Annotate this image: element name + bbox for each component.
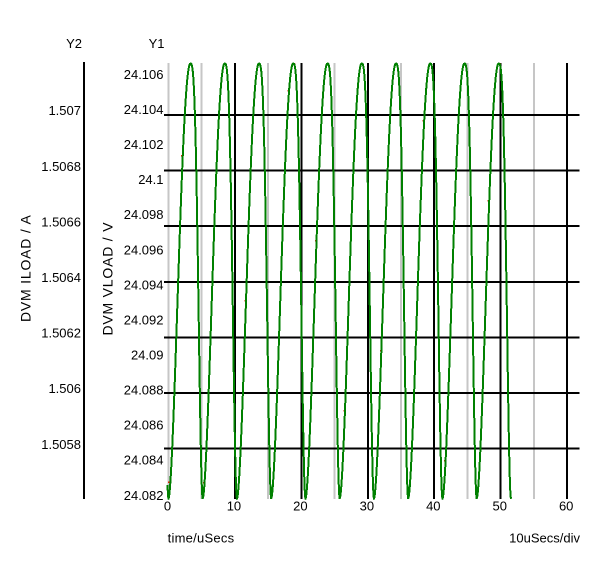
- svg-text:1.5068: 1.5068: [41, 159, 81, 174]
- svg-text:1.5064: 1.5064: [41, 270, 81, 285]
- svg-text:24.088: 24.088: [124, 383, 164, 398]
- svg-text:24.106: 24.106: [124, 67, 164, 82]
- svg-text:24.092: 24.092: [124, 312, 164, 327]
- svg-text:10: 10: [227, 499, 241, 514]
- svg-text:1.506: 1.506: [48, 381, 81, 396]
- svg-text:1.5066: 1.5066: [41, 214, 81, 229]
- svg-text:24.102: 24.102: [124, 137, 164, 152]
- svg-text:24.098: 24.098: [124, 207, 164, 222]
- svg-text:time/uSecs: time/uSecs: [168, 531, 235, 546]
- svg-text:24.094: 24.094: [124, 277, 164, 292]
- svg-text:24.084: 24.084: [124, 453, 164, 468]
- svg-text:60: 60: [559, 499, 573, 514]
- svg-text:50: 50: [493, 499, 507, 514]
- svg-text:10uSecs/div: 10uSecs/div: [509, 531, 580, 546]
- svg-text:24.104: 24.104: [124, 102, 164, 117]
- svg-text:Y2: Y2: [66, 36, 82, 51]
- svg-text:DVM ILOAD / A: DVM ILOAD / A: [18, 214, 34, 322]
- svg-text:DVM VLOAD / V: DVM VLOAD / V: [99, 222, 115, 336]
- svg-text:1.5058: 1.5058: [41, 437, 81, 452]
- svg-text:24.09: 24.09: [131, 348, 164, 363]
- svg-text:0: 0: [164, 499, 171, 514]
- svg-text:20: 20: [293, 499, 307, 514]
- svg-text:30: 30: [360, 499, 374, 514]
- svg-text:40: 40: [426, 499, 440, 514]
- svg-text:1.507: 1.507: [48, 103, 81, 118]
- svg-text:Y1: Y1: [149, 36, 165, 51]
- svg-text:24.1: 24.1: [138, 172, 163, 187]
- svg-text:24.082: 24.082: [124, 488, 164, 503]
- svg-text:24.096: 24.096: [124, 242, 164, 257]
- svg-text:24.086: 24.086: [124, 418, 164, 433]
- svg-text:1.5062: 1.5062: [41, 326, 81, 341]
